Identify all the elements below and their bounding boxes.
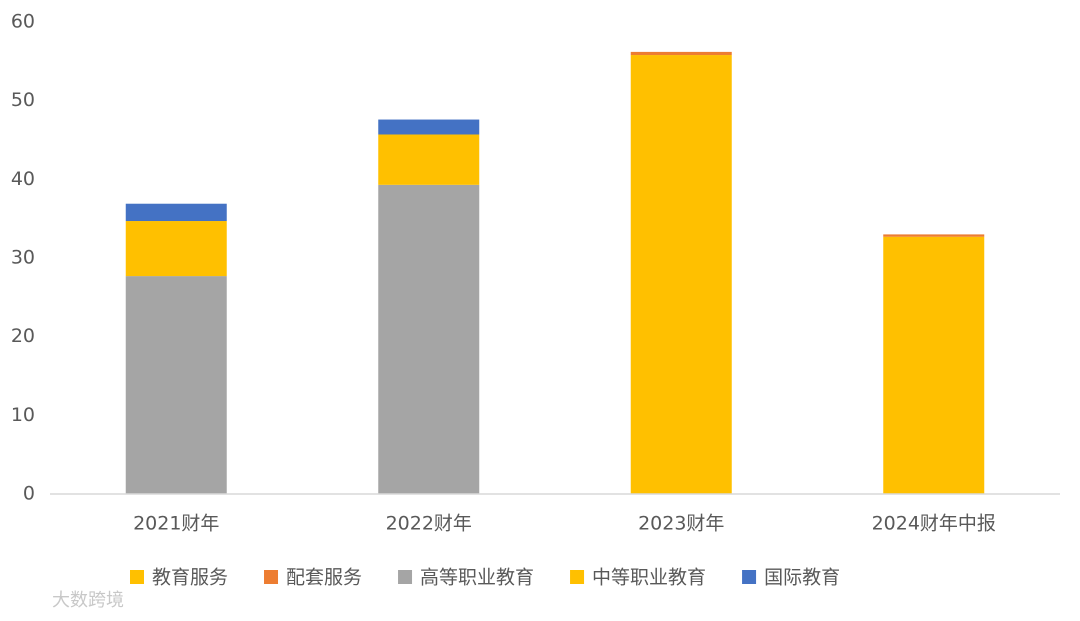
x-tick-label: 2021财年 [133, 513, 219, 535]
y-tick-label: 30 [11, 247, 35, 269]
x-tick-label: 2022财年 [386, 513, 472, 535]
legend-label: 高等职业教育 [420, 567, 534, 589]
y-tick-label: 20 [11, 325, 35, 347]
legend-label: 中等职业教育 [592, 567, 706, 589]
bar-segment [883, 236, 985, 494]
legend-swatch [130, 570, 144, 584]
bar-segment [378, 184, 480, 494]
bar-segment [630, 51, 732, 56]
bar-segment [378, 119, 480, 135]
bar-segment [125, 221, 227, 277]
bar-segment [125, 203, 227, 222]
x-tick-label: 2024财年中报 [872, 513, 996, 535]
legend-swatch [742, 570, 757, 584]
y-tick-label: 50 [11, 89, 35, 111]
bar-segment [125, 276, 227, 494]
legend-swatch [264, 570, 279, 584]
legend-swatch [398, 570, 413, 584]
bar-segment [378, 134, 480, 185]
bar-segment [883, 234, 985, 237]
y-tick-label: 40 [11, 168, 35, 190]
x-tick-label: 2023财年 [638, 513, 724, 535]
legend-label: 教育服务 [152, 567, 228, 589]
legend-swatch [570, 570, 585, 584]
y-tick-label: 0 [23, 483, 35, 505]
y-tick-label: 60 [11, 11, 35, 33]
watermark: 大数跨境 [52, 590, 124, 611]
y-tick-label: 10 [11, 404, 35, 426]
bar-segment [630, 55, 732, 494]
legend-label: 国际教育 [764, 567, 840, 589]
legend-label: 配套服务 [286, 567, 362, 589]
